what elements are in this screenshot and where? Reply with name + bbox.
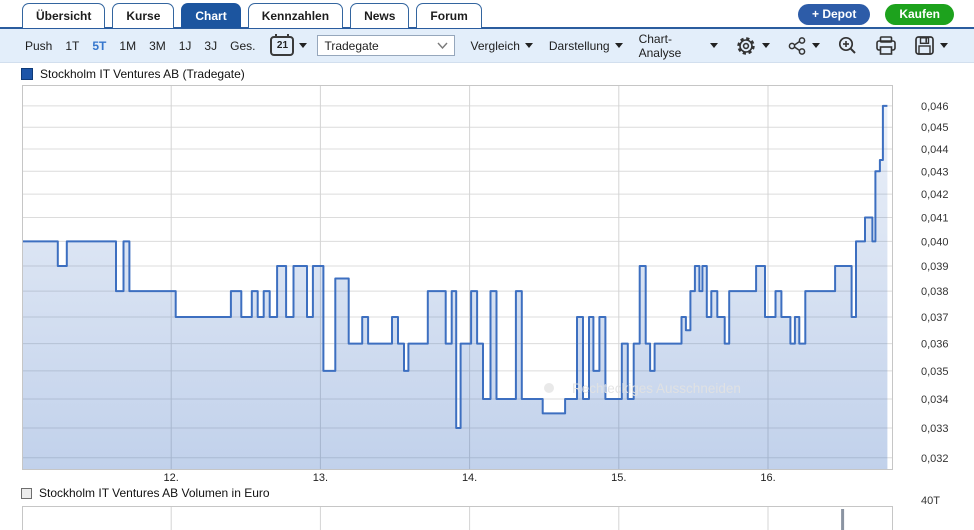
compare-menu[interactable]: Vergleich bbox=[471, 39, 533, 53]
range-3j[interactable]: 3J bbox=[204, 38, 218, 53]
svg-text:0,033: 0,033 bbox=[921, 423, 949, 435]
price-chart-title: Stockholm IT Ventures AB (Tradegate) bbox=[40, 67, 245, 81]
svg-text:16.: 16. bbox=[760, 472, 775, 484]
chevron-down-icon bbox=[614, 43, 623, 48]
svg-text:0,041: 0,041 bbox=[921, 213, 949, 225]
chevron-down-icon bbox=[762, 43, 770, 48]
svg-text:0,034: 0,034 bbox=[921, 394, 949, 406]
select-chevron-icon bbox=[436, 42, 448, 49]
print-icon bbox=[876, 36, 896, 55]
range-3m[interactable]: 3M bbox=[149, 38, 166, 53]
range-1t[interactable]: 1T bbox=[65, 38, 80, 53]
push-toggle[interactable]: Push bbox=[25, 38, 53, 53]
action-buttons: + Depot Kaufen bbox=[797, 4, 954, 25]
settings-button[interactable] bbox=[735, 35, 770, 57]
chevron-down-icon bbox=[524, 43, 533, 48]
buy-button[interactable]: Kaufen bbox=[885, 4, 954, 25]
tab-chart[interactable]: Chart bbox=[181, 3, 241, 28]
svg-text:14.: 14. bbox=[462, 472, 477, 484]
range-5t[interactable]: 5T bbox=[92, 38, 107, 53]
chevron-down-icon bbox=[940, 43, 948, 48]
tab-kurse[interactable]: Kurse bbox=[112, 3, 175, 28]
svg-text:Rechteckiges Ausschneiden: Rechteckiges Ausschneiden bbox=[572, 381, 741, 396]
svg-text:0,035: 0,035 bbox=[921, 366, 949, 378]
tab-kennzahlen[interactable]: Kennzahlen bbox=[247, 3, 344, 28]
svg-text:0,042: 0,042 bbox=[921, 189, 949, 201]
zoom-in-icon bbox=[838, 36, 856, 54]
chevron-down-icon bbox=[710, 43, 718, 48]
exchange-select-value: Tradegate bbox=[324, 38, 379, 53]
svg-text:0,036: 0,036 bbox=[921, 339, 949, 351]
range-gesamt[interactable]: Ges. bbox=[230, 38, 256, 53]
svg-text:15.: 15. bbox=[611, 472, 626, 484]
indicators-button[interactable] bbox=[787, 36, 820, 56]
svg-text:0,040: 0,040 bbox=[921, 236, 949, 248]
exchange-select[interactable]: Tradegate bbox=[317, 35, 455, 56]
svg-text:13.: 13. bbox=[313, 472, 328, 484]
volume-chart-title: Stockholm IT Ventures AB Volumen in Euro bbox=[39, 486, 270, 500]
chart-analysis-menu-label: Chart-Analyse bbox=[638, 31, 682, 60]
volume-chart-legend: Stockholm IT Ventures AB Volumen in Euro bbox=[21, 486, 270, 500]
volume-color-swatch bbox=[21, 487, 32, 499]
volume-axis-max-label: 40T bbox=[921, 495, 940, 507]
tabbar: Übersicht Kurse Chart Kennzahlen News Fo… bbox=[22, 3, 482, 28]
print-button[interactable] bbox=[875, 35, 897, 56]
snip-watermark: Rechteckiges Ausschneiden bbox=[544, 381, 741, 396]
price-chart-legend: Stockholm IT Ventures AB (Tradegate) bbox=[21, 67, 245, 81]
tabbar-underline bbox=[0, 27, 974, 29]
chart-toolbar: Push 1T 5T 1M 3M 1J 3J Ges. 21 Tradegate… bbox=[0, 29, 974, 63]
tab-forum[interactable]: Forum bbox=[416, 3, 482, 28]
chart-analysis-menu[interactable]: Chart-Analyse bbox=[639, 32, 718, 60]
svg-text:0,032: 0,032 bbox=[921, 453, 949, 465]
svg-text:0,045: 0,045 bbox=[921, 122, 949, 134]
tab-news[interactable]: News bbox=[350, 3, 410, 28]
display-menu-label: Darstellung bbox=[548, 38, 610, 53]
volume-chart-canvas[interactable] bbox=[0, 505, 974, 530]
series-color-swatch bbox=[21, 68, 33, 80]
svg-text:0,038: 0,038 bbox=[921, 286, 949, 298]
svg-text:0,043: 0,043 bbox=[921, 166, 949, 178]
display-menu[interactable]: Darstellung bbox=[549, 39, 623, 53]
gear-icon bbox=[737, 36, 755, 55]
save-button[interactable] bbox=[914, 35, 948, 56]
range-1m[interactable]: 1M bbox=[119, 38, 137, 53]
svg-text:0,037: 0,037 bbox=[921, 312, 949, 324]
indicator-nodes-icon bbox=[788, 36, 806, 55]
zoom-button[interactable] bbox=[837, 35, 858, 56]
svg-text:0,044: 0,044 bbox=[921, 144, 949, 156]
svg-text:0,046: 0,046 bbox=[921, 101, 949, 113]
calendar-icon: 21 bbox=[270, 33, 295, 56]
chevron-down-icon bbox=[812, 43, 820, 48]
toolbar-icon-group bbox=[718, 35, 948, 57]
compare-menu-label: Vergleich bbox=[470, 38, 520, 53]
date-picker-button[interactable]: 21 bbox=[270, 33, 308, 56]
price-chart-canvas[interactable]: 0,032 0,033 0,034 0,035 0,036 0,037 0,038 0,039… bbox=[0, 85, 974, 485]
chevron-down-icon bbox=[299, 43, 308, 48]
save-icon bbox=[915, 36, 934, 55]
tab-uebersicht[interactable]: Übersicht bbox=[22, 3, 106, 28]
svg-text:12.: 12. bbox=[164, 472, 179, 484]
range-1j[interactable]: 1J bbox=[178, 38, 192, 53]
add-depot-button[interactable]: + Depot bbox=[797, 4, 871, 25]
svg-text:0,039: 0,039 bbox=[921, 261, 949, 273]
